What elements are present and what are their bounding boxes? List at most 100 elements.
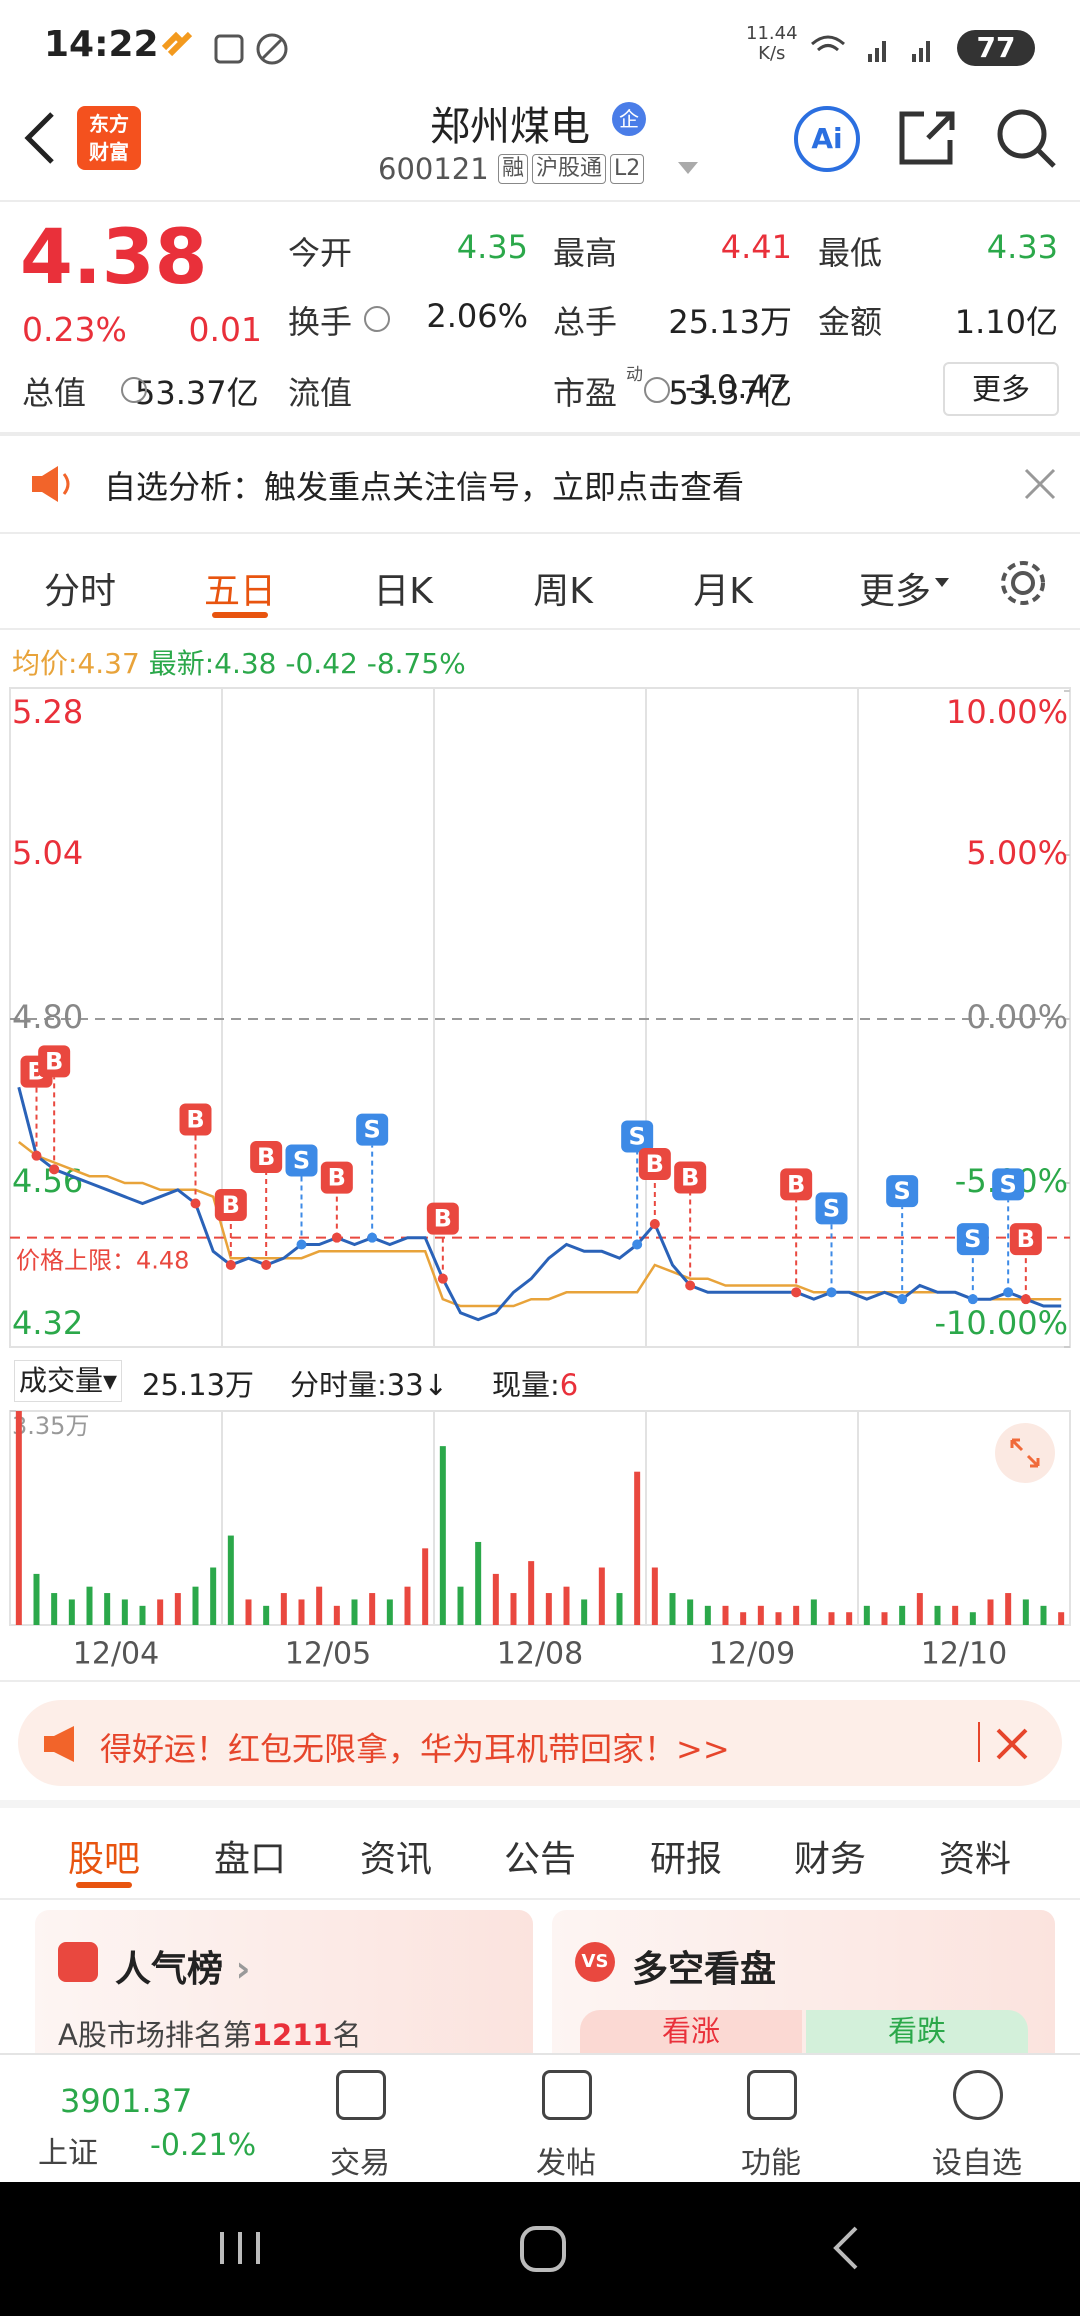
now-label: 现量: — [492, 1368, 560, 1402]
chart-tab[interactable]: 日K — [373, 571, 433, 612]
volume-bar — [952, 1605, 959, 1625]
bottom-item-icon[interactable] — [336, 2070, 386, 2120]
content-tab[interactable]: 股吧 — [67, 1839, 140, 1880]
signal-point — [632, 1239, 643, 1250]
recents-button[interactable] — [220, 2232, 260, 2264]
volume-bar — [810, 1599, 817, 1625]
last-change: -0.42 — [285, 647, 358, 680]
signal-label: S — [894, 1177, 911, 1205]
back-nav-button[interactable] — [833, 2226, 858, 2270]
icon — [919, 48, 923, 62]
back-button[interactable] — [20, 110, 60, 166]
field-label: 市盈 — [553, 374, 618, 412]
signal-badge — [780, 1168, 813, 1201]
field-value: 25.13万 — [668, 303, 792, 341]
notice-text[interactable]: 自选分析：触发重点关注信号，立即点击查看 — [104, 468, 745, 506]
dropdown[interactable] — [676, 160, 700, 176]
field-label: 金额 — [818, 303, 883, 341]
chart-tab[interactable]: 分时 — [43, 571, 116, 612]
ai-button[interactable]: Ai — [794, 106, 860, 172]
change-pct: 0.23% — [22, 310, 127, 349]
signal-badge — [426, 1202, 459, 1235]
bottom-item[interactable]: 功能 — [741, 2146, 801, 2181]
signal-badge — [38, 1045, 71, 1078]
signal-icons — [811, 35, 930, 62]
signal-label: B — [222, 1191, 240, 1219]
info-icon[interactable] — [644, 377, 670, 403]
bottom-item[interactable]: 设自选 — [932, 2146, 1022, 2181]
home-button[interactable] — [520, 2226, 566, 2272]
chart-tab[interactable]: 周K — [533, 571, 593, 612]
content-tab[interactable]: 资讯 — [359, 1839, 432, 1880]
signal-badge — [886, 1175, 919, 1208]
index-value[interactable]: 3901.37 — [60, 2082, 193, 2120]
speaker — [62, 473, 70, 495]
more-button[interactable]: 更多 — [943, 362, 1059, 416]
icon — [868, 54, 872, 62]
field-label: 流值 — [288, 374, 353, 412]
ad-text[interactable]: 得好运！红包无限拿，华为耳机带回家！>> — [100, 1730, 730, 1768]
pe-sup: 动 — [626, 365, 643, 385]
chart-frame — [9, 687, 1071, 1348]
notice-close[interactable] — [1022, 466, 1058, 502]
limit-label-text: 价格上限： — [16, 1247, 136, 1275]
content-tab[interactable]: 资料 — [938, 1839, 1011, 1880]
bottom-item-icon[interactable] — [542, 2070, 592, 2120]
expand-button[interactable] — [995, 1423, 1055, 1483]
signal-badge — [621, 1120, 654, 1153]
bottom-item-icon[interactable] — [953, 2070, 1003, 2120]
icon — [260, 37, 284, 61]
x-tick-label: 12/05 — [285, 1637, 371, 1672]
app-logo[interactable]: 东方 财富 — [77, 106, 141, 170]
five-day-chart: 5.285.044.804.564.3210.00%5.00%0.00%-5.0… — [9, 687, 1071, 1672]
bottom-item[interactable]: 发帖 — [536, 2146, 596, 2181]
volume-bar — [210, 1567, 217, 1625]
ad-banner[interactable] — [18, 1700, 1062, 1786]
volume-bar — [969, 1612, 976, 1625]
chart-tab[interactable]: 月K — [693, 571, 753, 612]
signal-point — [685, 1280, 696, 1291]
icon — [926, 41, 930, 62]
price: 4.38 — [20, 212, 208, 301]
info-icon[interactable] — [364, 306, 390, 332]
signal-label: S — [629, 1123, 646, 1151]
signal-label: B — [328, 1164, 346, 1192]
signal-badge — [1009, 1223, 1042, 1256]
bottom-item[interactable]: 交易 — [330, 2146, 390, 2181]
signal-point — [1020, 1294, 1031, 1305]
volume-bar — [740, 1612, 747, 1625]
content-tab[interactable]: 研报 — [649, 1839, 722, 1880]
volume-bar — [439, 1446, 446, 1625]
settings-button[interactable] — [998, 558, 1048, 608]
bottom-item-icon[interactable] — [747, 2070, 797, 2120]
rank-card[interactable] — [35, 1910, 533, 2053]
content-tab[interactable]: 公告 — [503, 1839, 576, 1880]
stock-title: 郑州煤电 — [430, 104, 590, 150]
search-button[interactable] — [994, 106, 1060, 172]
nav-icons — [220, 2226, 858, 2272]
chart-tab[interactable]: 五日 — [203, 571, 276, 612]
signal-label: S — [293, 1147, 310, 1175]
sentiment-icon: VS — [575, 1942, 615, 1982]
stock-code: 600121 — [378, 152, 489, 186]
volume-bar — [881, 1612, 888, 1625]
share-button[interactable] — [896, 108, 960, 168]
share-icon — [899, 111, 955, 165]
bear-button[interactable]: 看跌 — [806, 2010, 1028, 2053]
content-tab[interactable]: 财务 — [793, 1839, 866, 1880]
volume-bar — [139, 1605, 146, 1625]
stock-tag: 融 — [498, 154, 529, 184]
volume-selector[interactable]: 成交量▾ — [14, 1360, 123, 1402]
signal-badge — [638, 1148, 671, 1180]
bull-button[interactable]: 看涨 — [580, 2010, 802, 2053]
signal-badge — [674, 1161, 707, 1194]
ad-close[interactable] — [994, 1726, 1030, 1762]
info-icon[interactable] — [121, 377, 147, 403]
chart-tab[interactable]: 更多 — [858, 571, 931, 612]
net-speed: 11.44 K/s — [746, 24, 798, 64]
content-tab[interactable]: 盘口 — [213, 1839, 286, 1880]
rank-suffix: 名 — [332, 2018, 362, 2052]
volume-total: 25.13万 — [142, 1368, 255, 1402]
signal-badge — [285, 1144, 318, 1177]
volume-bar — [157, 1599, 164, 1625]
